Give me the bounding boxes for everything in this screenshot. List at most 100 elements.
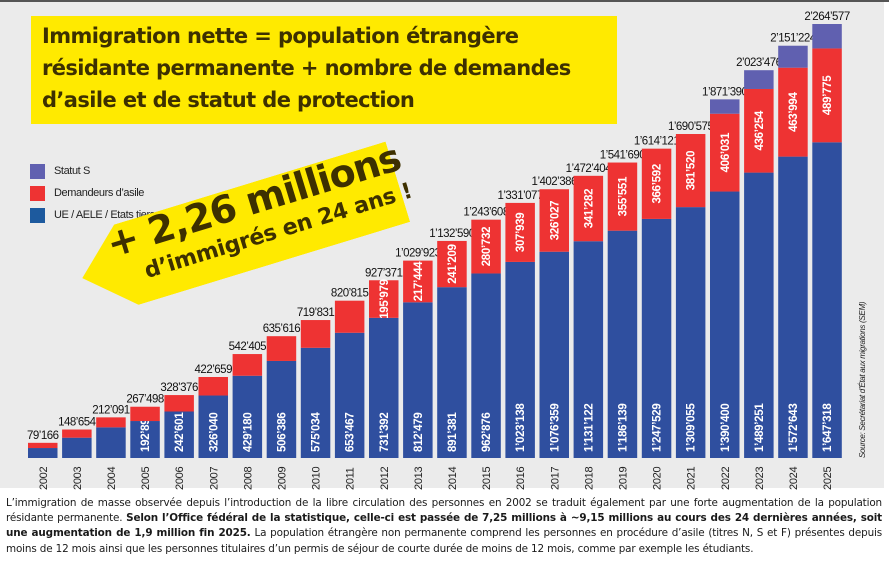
legend-item-demandeurs-asile: Demandeurs d’asile — [30, 182, 155, 204]
x-tick-label: 2015 — [481, 467, 493, 490]
legend: Statut S Demandeurs d’asile UE / AELE / … — [30, 160, 155, 226]
bar-segment-demandeurs_asile — [28, 442, 58, 449]
x-tick-label: 2021 — [686, 467, 698, 490]
x-tick-label: 2022 — [720, 467, 732, 490]
bar-segment-ue_aele — [710, 191, 740, 458]
bar-segment-ue_aele — [403, 302, 433, 458]
bar-segment-ue_aele — [812, 142, 842, 458]
bar-segment-ue_aele — [744, 172, 774, 458]
total-value-label: 719’831 — [297, 307, 335, 319]
segment-value-label: 506’386 — [276, 413, 288, 452]
title-line-3: d’asile et de statut de protection — [42, 88, 415, 112]
bar-segment-ue_aele — [607, 230, 638, 458]
bar-segment-demandeurs_asile — [164, 395, 194, 412]
bar-segment-demandeurs_asile — [641, 148, 672, 219]
total-value-label: 422’659 — [195, 364, 233, 376]
bar-segment-ue_aele — [778, 156, 808, 458]
bar-segment-ue_aele — [164, 411, 194, 458]
x-tick-label: 2004 — [106, 467, 118, 490]
bar-segment-ue_aele — [300, 347, 331, 458]
x-tick-label: 2016 — [515, 467, 527, 490]
segment-value-label: 326’027 — [549, 201, 561, 240]
x-tick-label: 2009 — [276, 467, 288, 490]
segment-value-label: 653’467 — [345, 413, 357, 452]
segment-value-label: 1’390’400 — [720, 404, 732, 452]
segment-value-label: 1’023’138 — [515, 403, 527, 452]
total-value-label: 1’029’923 — [395, 248, 440, 260]
segment-value-label: 436’254 — [754, 110, 766, 150]
bar-segment-ue_aele — [573, 241, 604, 458]
bar-segment-demandeurs_asile — [744, 88, 774, 173]
top-rule — [0, 0, 889, 2]
bar-segment-demandeurs_asile — [96, 417, 126, 428]
total-value-label: 148’654 — [58, 417, 97, 429]
bar-segment-demandeurs_asile — [505, 202, 535, 262]
bar-segment-demandeurs_asile — [437, 240, 467, 288]
total-value-label: 79’166 — [27, 430, 59, 442]
total-value-label: 820’815 — [331, 288, 369, 300]
legend-label: Demandeurs d’asile — [54, 187, 145, 199]
segment-value-label: 307’939 — [515, 213, 527, 252]
caption: L’immigration de masse observée depuis l… — [6, 496, 882, 557]
segment-value-label: 355’551 — [617, 176, 629, 216]
x-tick-label: 2008 — [242, 467, 254, 490]
bar-segment-ue_aele — [266, 360, 297, 458]
x-tick-label: 2005 — [140, 467, 152, 490]
x-tick-label: 2010 — [311, 467, 323, 490]
bar-segment-demandeurs_asile — [710, 113, 740, 192]
bar-segment-demandeurs_asile — [539, 189, 569, 252]
segment-value-label: 381’520 — [686, 151, 698, 190]
bar-segment-ue_aele — [334, 332, 365, 458]
total-value-label: 1’132’590 — [429, 228, 474, 240]
x-tick-label: 2017 — [549, 467, 561, 490]
segment-value-label: 341’282 — [583, 189, 595, 228]
total-value-label: 635’616 — [263, 323, 301, 335]
total-value-label: 267’498 — [126, 394, 164, 406]
segment-value-label: 1’247’529 — [652, 404, 664, 452]
bar-segment-demandeurs_asile — [607, 162, 638, 231]
x-tick-label: 2007 — [208, 467, 220, 490]
bar-segment-demandeurs_asile — [675, 134, 706, 208]
total-value-label: 2’264’577 — [804, 11, 849, 23]
caption-text-1: L’immigration de masse observée depuis l… — [6, 497, 882, 525]
legend-swatch-statut-s — [30, 163, 45, 179]
segment-value-label: 280’732 — [481, 227, 493, 266]
segment-value-label: 962’876 — [481, 413, 493, 452]
bar-segment-ue_aele — [96, 427, 126, 458]
caption-text-bold: Selon l’Office fédéral de la statistique… — [6, 512, 882, 540]
x-tick-label: 2002 — [38, 467, 50, 490]
bar-segment-ue_aele — [198, 395, 228, 458]
segment-value-label: 575’034 — [311, 412, 323, 452]
x-tick-label: 2012 — [379, 467, 391, 490]
x-tick-label: 2023 — [754, 467, 766, 490]
segment-value-label: 891’381 — [447, 412, 459, 452]
bar-segment-ue_aele — [675, 207, 706, 458]
bar-segment-demandeurs_asile — [471, 219, 501, 274]
source-note: Source: Secrétariat d’État aux migration… — [858, 301, 867, 458]
segment-value-label: 463’994 — [788, 92, 800, 132]
caption-text-3: La population étrangère non permanente c… — [6, 527, 883, 555]
x-tick-label: 2014 — [447, 467, 459, 490]
total-value-label: 328’376 — [160, 382, 198, 394]
legend-item-ue-aele: UE / AELE / Etats tiers — [30, 204, 155, 226]
x-tick-label: 2019 — [617, 467, 629, 490]
segment-value-label: 192’896 — [140, 413, 152, 452]
bar-segment-ue_aele — [437, 287, 467, 458]
segment-value-label: 1’647’318 — [822, 403, 834, 452]
total-value-label: 1’614’121 — [634, 136, 679, 148]
bar-segment-ue_aele — [471, 273, 501, 458]
bar-segment-demandeurs_asile — [403, 260, 433, 303]
segment-value-label: 195’979 — [379, 279, 391, 318]
legend-swatch-demandeurs-asile — [30, 185, 45, 201]
bar-segment-demandeurs_asile — [62, 429, 92, 438]
legend-label: UE / AELE / Etats tiers — [54, 209, 155, 221]
segment-value-label: 217’444 — [413, 261, 425, 301]
total-value-label: 1’402’386 — [532, 176, 577, 188]
total-value-label: 2’151’224 — [770, 33, 816, 45]
segment-value-label: 366’592 — [652, 164, 664, 203]
bar-segment-ue_aele — [505, 261, 535, 458]
total-value-label: 1’472’404 — [566, 163, 612, 175]
segment-value-label: 1’572’643 — [788, 404, 800, 452]
segment-value-label: 1’186’139 — [617, 404, 629, 452]
